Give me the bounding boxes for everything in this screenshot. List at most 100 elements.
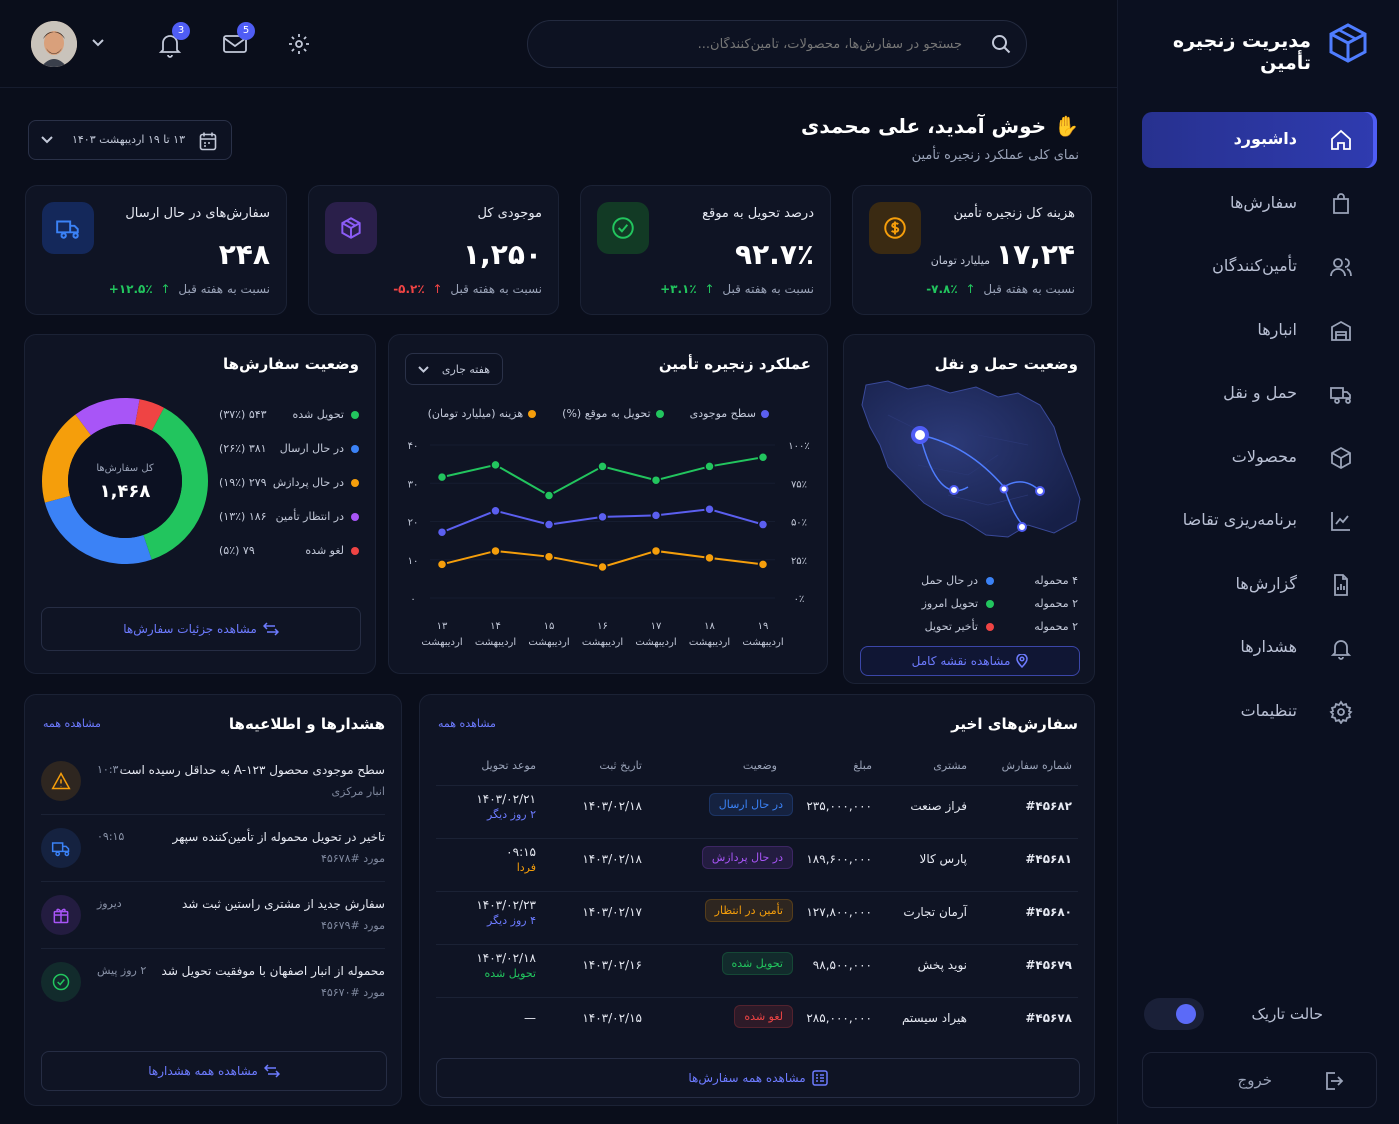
- data-point: [704, 552, 715, 564]
- alert-item[interactable]: تاخیر در تحویل محموله از تأمین‌کننده سپه…: [25, 822, 401, 882]
- brand-logo-icon: [1327, 22, 1369, 64]
- order-amount: ۱۸۹,۶۰۰,۰۰۰: [806, 852, 872, 866]
- status-legend-label-wrap: لغو شده: [305, 544, 359, 557]
- view-map-button[interactable]: مشاهده نقشه کامل: [860, 646, 1080, 676]
- y-tick-label: ۴۰: [408, 441, 419, 452]
- arrow-up-icon: ↑: [432, 282, 443, 296]
- divider: [436, 838, 1078, 839]
- y2-tick-label: ۷۵٪: [791, 479, 807, 490]
- donut-slice[interactable]: [41, 397, 209, 565]
- wave-icon: ✋: [1054, 114, 1079, 138]
- sidebar-item-label: تنظیمات: [1240, 700, 1297, 720]
- kpi-unit: میلیارد تومان: [930, 254, 990, 267]
- status-legend-label: تحویل شده: [292, 408, 345, 421]
- order-id[interactable]: #۴۵۶۷۹: [1025, 958, 1072, 972]
- alert-item[interactable]: محموله از انبار اصفهان با موفقیت تحویل ش…: [25, 956, 401, 1016]
- table-row[interactable]: #۴۵۶۸۲ فراز صنعت ۲۳۵,۰۰۰,۰۰۰ در حال ارسا…: [420, 785, 1094, 838]
- x-tick-label: ۱۳: [437, 621, 448, 632]
- search-bar[interactable]: [527, 20, 1027, 68]
- data-point: [490, 545, 501, 557]
- avatar[interactable]: [31, 21, 77, 67]
- order-id[interactable]: #۴۵۶۷۸: [1025, 1011, 1072, 1025]
- kpi-card: موجودی کل ۱,۲۵۰ نسبت به هفته قبل ↑ -۵.۲٪: [308, 185, 559, 315]
- status-legend-label-wrap: در حال پردازش: [273, 476, 359, 489]
- chart-icon: [1329, 509, 1353, 533]
- all-orders-label: مشاهده همه سفارش‌ها: [688, 1071, 806, 1085]
- sidebar-item-0[interactable]: داشبورد: [1142, 112, 1377, 168]
- alert-item[interactable]: سطح موجودی محصول A-۱۲۳ به حداقل رسیده اس…: [25, 755, 401, 815]
- sidebar-item-2[interactable]: تأمین‌کنندگان: [1142, 239, 1377, 295]
- recent-orders-view-all[interactable]: مشاهده همه: [438, 717, 496, 730]
- sidebar-item-4[interactable]: حمل و نقل: [1142, 366, 1377, 422]
- date-range-picker[interactable]: ۱۳ تا ۱۹ اردیبهشت ۱۴۰۳: [28, 120, 232, 160]
- truck-icon: [55, 215, 81, 241]
- order-date: ۱۴۰۳/۰۲/۱۸: [582, 799, 642, 813]
- data-point: [490, 459, 501, 471]
- search-input[interactable]: [582, 33, 962, 55]
- legend-item: سطح موجودی: [690, 407, 769, 420]
- sidebar-item-8[interactable]: هشدارها: [1142, 620, 1377, 676]
- chevron-down-icon[interactable]: [91, 38, 105, 48]
- order-id[interactable]: #۴۵۶۸۰: [1025, 905, 1072, 919]
- topbar: 3 5: [0, 0, 1117, 88]
- notifications-button[interactable]: 3: [158, 22, 190, 58]
- sidebar-item-9[interactable]: تنظیمات: [1142, 684, 1377, 740]
- data-point: [757, 559, 769, 570]
- y2-tick-label: ۰٪: [794, 594, 805, 605]
- sidebar-item-6[interactable]: برنامه‌ریزی تقاضا: [1142, 493, 1377, 549]
- status-badge: تأمین در انتظار: [704, 899, 793, 922]
- kpi-icon-box: [42, 202, 94, 254]
- x-tick-month: اردیبهشت: [528, 637, 569, 648]
- y-tick-label: ۳۰: [408, 479, 419, 490]
- performance-card: عملکرد زنجیره تأمین هفته جاری سطح موجودی…: [388, 334, 828, 674]
- logout-button[interactable]: خروج: [1142, 1052, 1377, 1108]
- table-row[interactable]: #۴۵۶۸۰ آرمان تجارت ۱۲۷,۸۰۰,۰۰۰ تأمین در …: [420, 891, 1094, 944]
- kpi-compare: نسبت به هفته قبل: [722, 282, 814, 296]
- x-tick-month: اردیبهشت: [742, 637, 783, 648]
- sidebar-item-label: تأمین‌کنندگان: [1212, 256, 1297, 275]
- alert-time: ۱۰:۳۰: [97, 763, 125, 776]
- order-due: —: [524, 1011, 536, 1025]
- iran-map[interactable]: [858, 375, 1082, 547]
- legend-dot: [351, 512, 359, 521]
- kpi-value: ۱۷,۲۴: [996, 238, 1075, 271]
- donut-slice[interactable]: [41, 397, 209, 565]
- data-point: [650, 510, 662, 521]
- legend-dot: [986, 599, 994, 608]
- order-id[interactable]: #۴۵۶۸۲: [1025, 799, 1072, 813]
- status-badge: لغو شده: [734, 1005, 793, 1028]
- kpi-compare: نسبت به هفته قبل: [178, 282, 270, 296]
- settings-button[interactable]: [287, 32, 311, 56]
- table-row[interactable]: #۴۵۶۷۹ نوید پخش ۹۸,۵۰۰,۰۰۰ تحویل شده ۱۴۰…: [420, 944, 1094, 997]
- alerts-card: هشدارها و اطلاعیه‌ها مشاهده همه سطح موجو…: [24, 694, 402, 1106]
- messages-button[interactable]: 5: [222, 22, 255, 55]
- transport-card: وضعیت حمل و نقل ۴ محموله در حال حمل ۲ مح…: [843, 334, 1095, 684]
- sidebar-item-7[interactable]: گزارش‌ها: [1142, 557, 1377, 613]
- alerts-view-all[interactable]: مشاهده همه: [43, 717, 101, 730]
- transport-legend-label: تأخیر تحویل: [924, 620, 978, 633]
- alert-item[interactable]: سفارش جدید از مشتری راستین ثبت شد مورد #…: [25, 889, 401, 949]
- legend-dot: [351, 546, 359, 555]
- order-id[interactable]: #۴۵۶۸۱: [1025, 852, 1072, 866]
- table-header: شماره سفارش: [1001, 759, 1072, 772]
- sidebar-item-5[interactable]: محصولات: [1142, 430, 1377, 486]
- table-row[interactable]: #۴۵۶۷۸ هیراد سیستم ۲۸۵,۰۰۰,۰۰۰ لغو شده ۱…: [420, 997, 1094, 1050]
- order-customer: نوید پخش: [917, 958, 967, 972]
- status-legend-item: در حال ارسال ۳۸۱ (۲۶٪): [219, 442, 359, 455]
- all-orders-button[interactable]: مشاهده همه سفارش‌ها: [436, 1058, 1080, 1098]
- sidebar-item-1[interactable]: سفارش‌ها: [1142, 176, 1377, 232]
- order-due-note: فردا: [516, 861, 536, 874]
- orders-status-card: وضعیت سفارش‌ها کل سفارش‌ها ۱,۴۶۸ تحویل ش…: [24, 334, 376, 674]
- order-details-label: مشاهده جزئیات سفارش‌ها: [123, 622, 257, 636]
- donut-slice[interactable]: [41, 397, 209, 565]
- dark-mode-toggle[interactable]: [1144, 998, 1204, 1030]
- alert-title: سطح موجودی محصول A-۱۲۳ به حداقل رسیده اس…: [119, 763, 385, 777]
- report-icon: [1329, 573, 1353, 597]
- table-row[interactable]: #۴۵۶۸۱ پارس کالا ۱۸۹,۶۰۰,۰۰۰ در حال پردا…: [420, 838, 1094, 891]
- sidebar-item-3[interactable]: انبارها: [1142, 303, 1377, 359]
- order-details-button[interactable]: مشاهده جزئیات سفارش‌ها: [41, 607, 361, 651]
- period-select[interactable]: هفته جاری: [405, 353, 503, 385]
- transport-legend-label: در حال حمل: [921, 574, 978, 587]
- data-point: [490, 505, 501, 517]
- all-alerts-button[interactable]: مشاهده همه هشدارها: [41, 1051, 387, 1091]
